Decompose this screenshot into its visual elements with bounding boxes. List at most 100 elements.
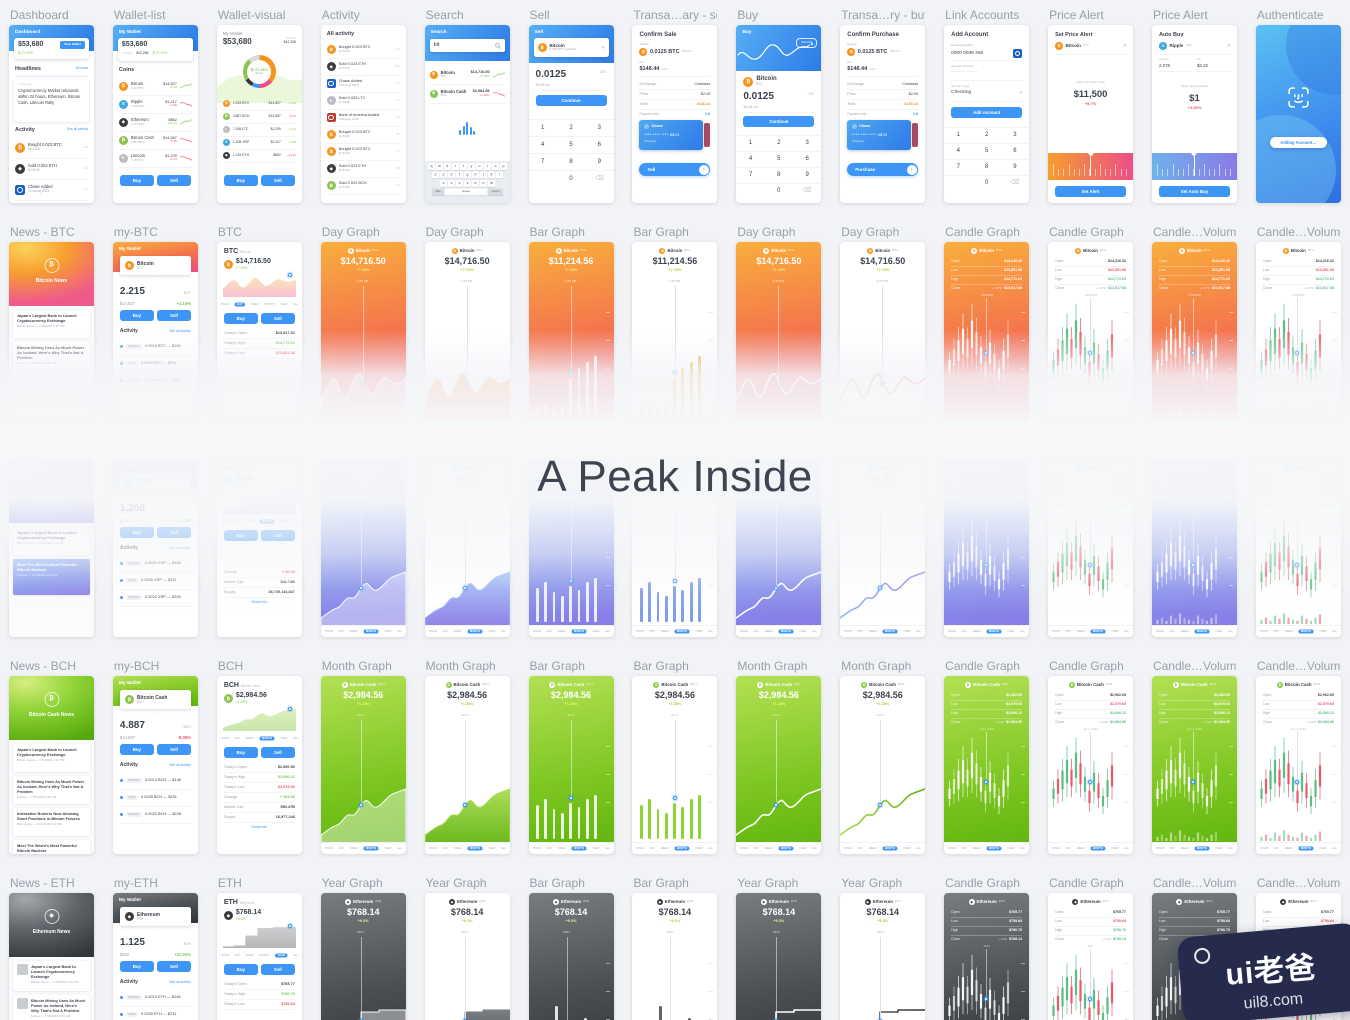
tab-month[interactable]: MONTH (674, 846, 690, 851)
tab-year[interactable]: YEAR (1111, 629, 1119, 633)
tab-month[interactable]: MONTH (259, 736, 275, 741)
tab-hour[interactable]: HOUR (1155, 846, 1165, 850)
keypad-key[interactable]: 6 (597, 141, 602, 148)
tab-hour[interactable]: HOUR (844, 629, 853, 633)
tab-year[interactable]: YEAR (1318, 846, 1327, 850)
tab-day[interactable]: DAY (338, 846, 344, 850)
key-e[interactable]: e (443, 163, 451, 170)
tab-year[interactable]: YEAR (591, 629, 600, 633)
see-all-link[interactable]: See all activity (66, 127, 88, 132)
tab-week[interactable]: WEEK (1180, 846, 1189, 850)
keypad-key[interactable]: 8 (984, 164, 989, 171)
key-j[interactable]: j (479, 171, 487, 179)
sell-button[interactable]: Sell (156, 744, 191, 755)
keypad-key[interactable]: 3 (597, 124, 602, 131)
tab-hour[interactable]: HOUR (532, 846, 541, 850)
tab-all[interactable]: ALL (604, 846, 610, 850)
see-all-link[interactable]: See all activity (169, 328, 191, 333)
activity-item[interactable]: BOUGHT 0.0022 XRP — $148 (119, 555, 191, 573)
tab-year[interactable]: YEAR (1318, 629, 1327, 633)
tab-hour[interactable]: HOUR (948, 629, 957, 633)
see-all-link[interactable]: See all activity (169, 762, 191, 767)
keypad-key[interactable]: 2 (984, 132, 989, 139)
tab-day[interactable]: DAY (754, 629, 760, 633)
tab-all[interactable]: ALL (916, 846, 922, 850)
amount-value[interactable]: 2.078 (1158, 63, 1170, 68)
tab-day[interactable]: DAY (234, 953, 240, 957)
tab-hour[interactable]: HOUR (1052, 629, 1061, 633)
tab-month[interactable]: MONTH (363, 629, 379, 634)
tab-month[interactable]: MONTH (986, 846, 1002, 851)
tab-day[interactable]: DAY (754, 846, 760, 850)
tab-all[interactable]: ALL (1331, 629, 1337, 633)
tab-hour[interactable]: HOUR (324, 629, 333, 633)
tab-all[interactable]: ALL (812, 846, 818, 850)
tab-hour[interactable]: HOUR (532, 629, 541, 633)
tab-month[interactable]: MONTH (1090, 629, 1106, 634)
tab-year[interactable]: YEAR (695, 629, 703, 633)
news-card[interactable]: Japan's Largest Bank to Launch Cryptocur… (13, 744, 90, 772)
tab-week[interactable]: WEEK (557, 846, 566, 850)
see-all-link[interactable]: See all activity (169, 979, 191, 984)
tab-hour[interactable]: HOUR (220, 953, 229, 957)
buy-button[interactable]: Buy (119, 310, 154, 321)
tab-all[interactable]: ALL (500, 629, 506, 633)
payment-card[interactable]: Chase **** **** **** 8823 Checking (639, 120, 704, 150)
tab-all[interactable]: ALL (1331, 846, 1337, 850)
tab-week[interactable]: WEEK (1284, 846, 1293, 850)
tab-all[interactable]: ALL (708, 629, 714, 633)
routing-field[interactable]: 0000 0038 456 (951, 49, 1023, 58)
tab-month[interactable]: MONTH (1090, 846, 1106, 851)
key-return[interactable]: return (487, 188, 503, 196)
tab-hour[interactable]: HOUR (1052, 846, 1061, 850)
tab-hour[interactable]: HOUR (1259, 629, 1268, 633)
coin-select-card[interactable]: ₿ Bitcoin 0.125 BTC available ▾ (533, 38, 609, 57)
activity-item[interactable]: BOUGHT 0.0013 ETH — $148 (119, 989, 191, 1007)
coin-card[interactable]: ₿ Bitcoin Cash BCH (119, 690, 191, 709)
key-w[interactable]: w (435, 163, 443, 170)
key-d[interactable]: d (447, 171, 455, 179)
keypad-backspace[interactable]: ⌫ (1010, 180, 1020, 187)
tab-year[interactable]: YEAR (1007, 629, 1015, 633)
keypad-key[interactable]: 1 (748, 140, 753, 147)
key-u[interactable]: u (475, 163, 483, 170)
tab-year[interactable]: YEAR (383, 846, 392, 850)
tab-week[interactable]: WEEK (868, 629, 878, 633)
key-f[interactable]: f (455, 171, 463, 179)
tab-month[interactable]: MONTH (882, 846, 898, 851)
key-t[interactable]: t (459, 163, 467, 170)
tab-week[interactable]: WEEK (661, 846, 670, 850)
coin-row[interactable]: X Ripple 1,208 XRP $1,417 +1.89 (118, 95, 192, 114)
activity-item[interactable]: BOUGHT 0.0013 BCH — $148 (119, 772, 191, 790)
tab-all[interactable]: ALL (292, 953, 298, 957)
tab-year[interactable]: YEAR (487, 629, 496, 633)
coin-row[interactable]: ₿ Bitcoin 2.215 BTC $14,827 +4.15 (118, 77, 192, 96)
keypad-key[interactable]: 2 (777, 140, 781, 147)
search-result[interactable]: ₿ Bitcoin BTC $14,716.50 +7.19% (429, 65, 505, 85)
edit-link[interactable]: Edit (912, 112, 919, 116)
tab-day[interactable]: DAY (1273, 629, 1279, 633)
slide-button[interactable]: Sell › (639, 163, 711, 176)
set-alert-button[interactable]: Set Auto Buy (1158, 186, 1230, 197)
tab-day[interactable]: DAY (857, 846, 864, 850)
tab-week[interactable]: WEEK (1076, 629, 1085, 633)
coin-row[interactable]: Ł 7.155 LTC $1,209 +3.14 (222, 123, 296, 137)
news-card[interactable]: Japan's Largest Bank to Launch Cryptocur… (13, 527, 90, 555)
activity-item[interactable]: BOUGHT 0.0022 BCH — $228 (119, 806, 191, 824)
key-m[interactable]: m (487, 180, 495, 187)
tab-day[interactable]: DAY (546, 629, 552, 633)
tab-year[interactable]: YEAR (487, 846, 496, 850)
tab-week[interactable]: WEEK (868, 846, 878, 850)
buy-button[interactable]: Buy (223, 175, 258, 186)
view-wallet-button[interactable]: View Wallet (60, 41, 85, 50)
all-news-link[interactable]: All news (75, 66, 88, 71)
keypad-key[interactable]: 6 (805, 156, 809, 163)
tab-hour[interactable]: HOUR (844, 846, 853, 850)
keypad-key[interactable]: 9 (1013, 164, 1017, 171)
tab-all[interactable]: ALL (292, 302, 298, 306)
tab-all[interactable]: ALL (916, 629, 922, 633)
tab-week[interactable]: WEEK (1076, 846, 1085, 850)
slide-button[interactable]: Purchase › (847, 163, 919, 176)
key-r[interactable]: r (451, 163, 459, 170)
tab-month[interactable]: MONTH (363, 846, 379, 851)
